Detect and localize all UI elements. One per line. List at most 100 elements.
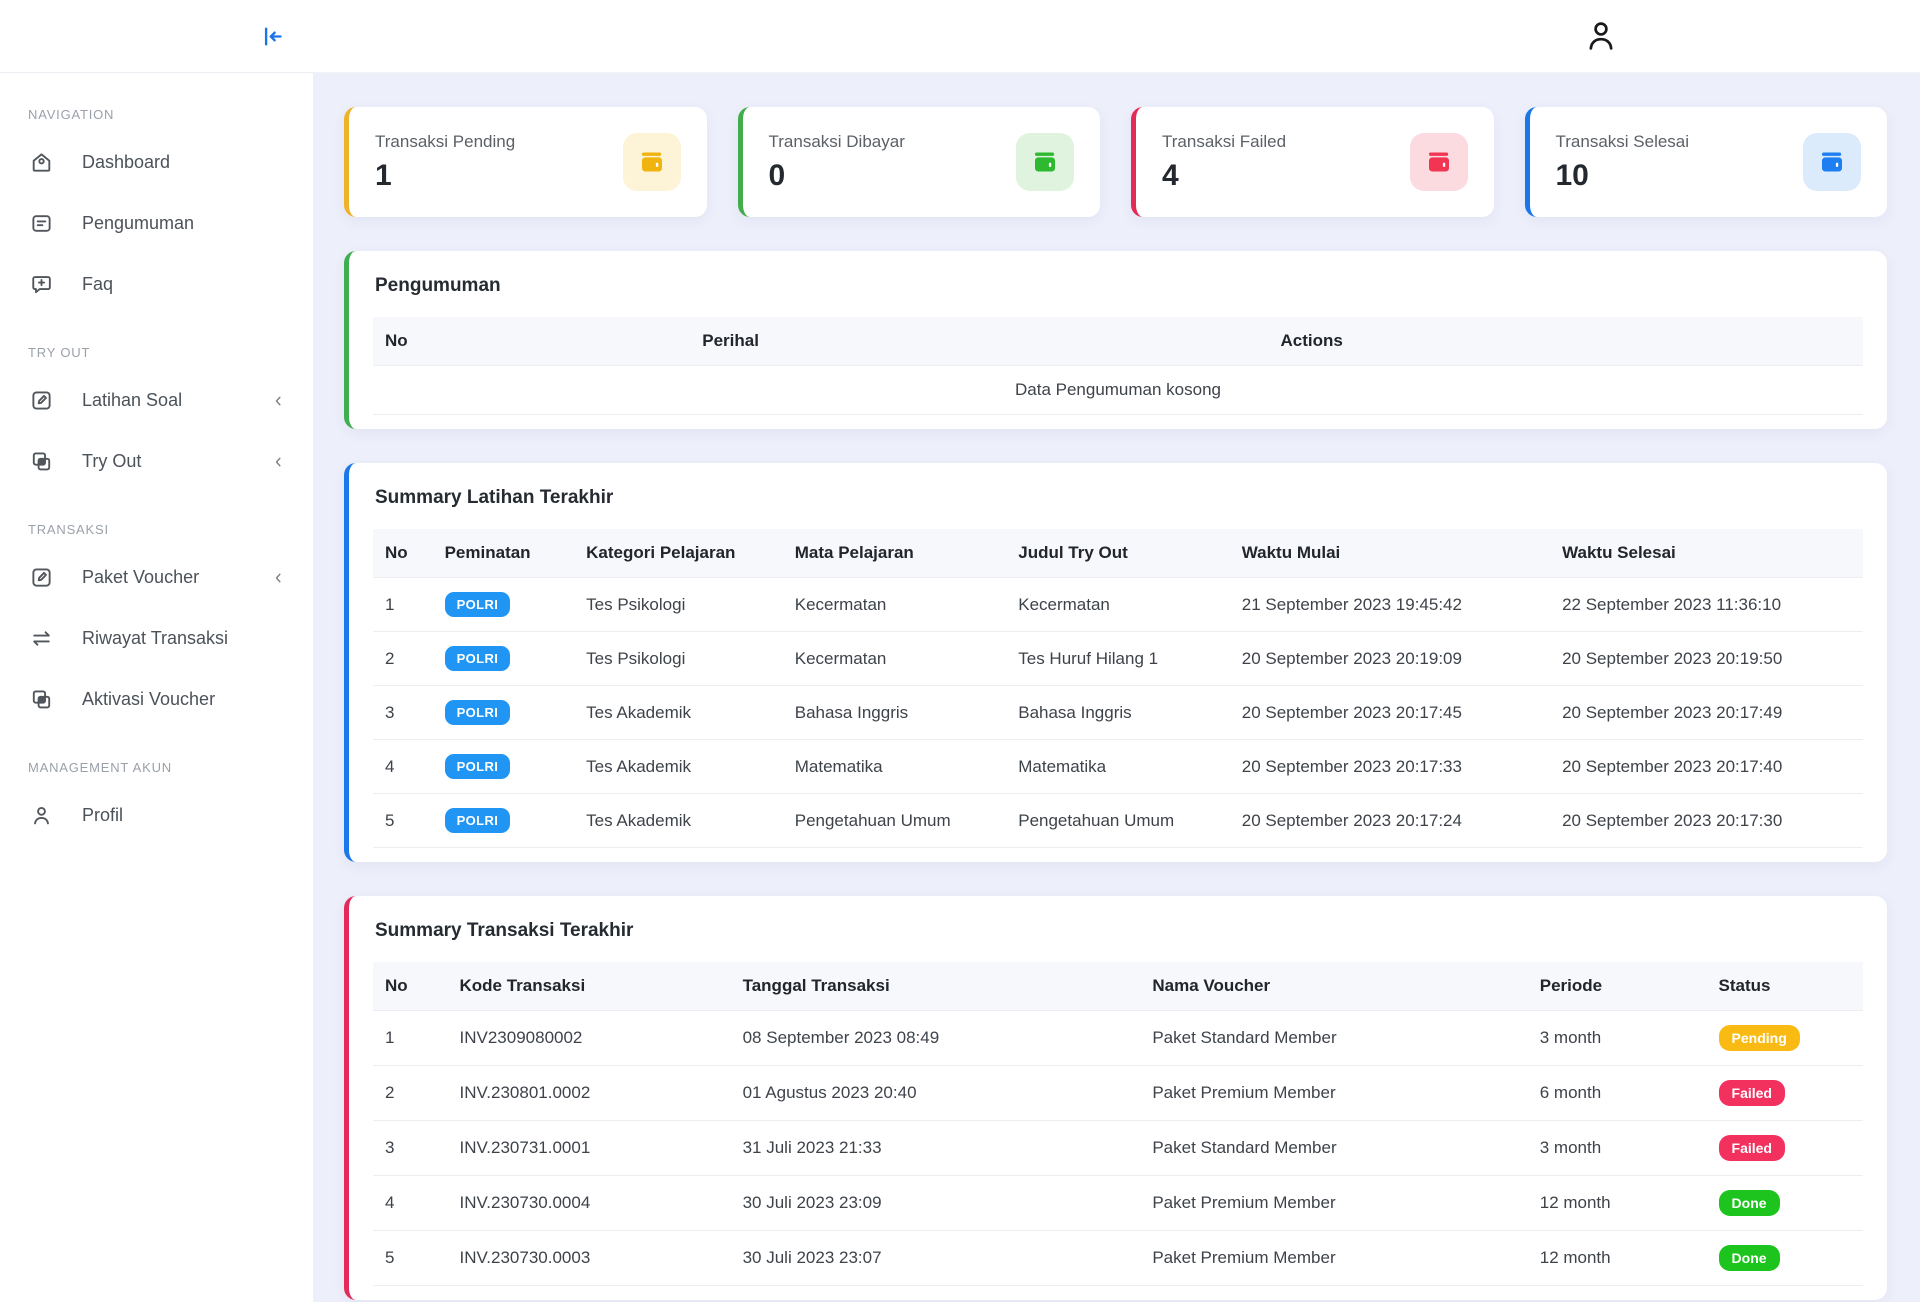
edit-icon [28, 565, 54, 590]
edit-icon [28, 388, 54, 413]
topbar [313, 0, 1920, 73]
sidebar-item-try-out[interactable]: Try Out [0, 431, 313, 492]
col-header-voucher: Nama Voucher [1140, 962, 1528, 1011]
col-header-kode: Kode Transaksi [447, 962, 731, 1011]
table-header-row: No Peminatan Kategori Pelajaran Mata Pel… [373, 529, 1863, 578]
sidebar-collapse-button[interactable] [256, 21, 287, 52]
stat-label: Transaksi Pending [375, 131, 516, 151]
sidebar-item-label: Pengumuman [82, 213, 195, 233]
status-badge: Done [1718, 1190, 1780, 1216]
table-row: 5 INV.230730.0003 30 Juli 2023 23:07 Pak… [373, 1230, 1863, 1286]
message-plus-icon [28, 272, 54, 297]
stat-cards-row: Transaksi Pending 1 Transaksi Dibayar 0 [344, 107, 1887, 217]
col-header-mulai: Waktu Mulai [1229, 529, 1551, 578]
transfer-icon [28, 626, 54, 651]
stat-card-dibayar: Transaksi Dibayar 0 [737, 107, 1100, 217]
stat-value: 0 [768, 158, 786, 192]
table-header-row: No Perihal Actions [373, 317, 1863, 366]
empty-row: Data Pengumuman kosong [373, 365, 1863, 415]
peminatan-badge: POLRI [444, 700, 511, 725]
status-badge: Pending [1718, 1025, 1800, 1051]
stat-value: 4 [1162, 158, 1179, 192]
sidebar-item-faq[interactable]: Faq [0, 254, 313, 315]
col-header-perihal: Perihal [462, 317, 999, 366]
sidebar-item-aktivasi-voucher[interactable]: Aktivasi Voucher [0, 669, 313, 730]
table-row: 4 POLRI Tes Akademik Matematika Matemati… [373, 739, 1863, 794]
col-header-judul: Judul Try Out [1006, 529, 1230, 578]
nav-section-label: MANAGEMENT AKUN [28, 760, 172, 775]
col-header-actions: Actions [998, 317, 1625, 366]
stat-label: Transaksi Failed [1162, 131, 1287, 151]
peminatan-badge: POLRI [444, 754, 511, 779]
sidebar-item-riwayat-transaksi[interactable]: Riwayat Transaksi [0, 608, 313, 669]
latihan-summary-card: Summary Latihan Terakhir No Peminatan Ka… [344, 463, 1887, 862]
sidebar-header [0, 0, 313, 73]
sidebar-item-label: Aktivasi Voucher [82, 689, 216, 709]
table-row: 2 POLRI Tes Psikologi Kecermatan Tes Hur… [373, 631, 1863, 686]
sidebar-item-label: Try Out [82, 451, 142, 471]
sidebar-item-label: Profil [82, 805, 124, 825]
stat-value: 10 [1555, 158, 1589, 192]
col-header-selesai: Waktu Selesai [1550, 529, 1863, 578]
chevron-left-icon [269, 392, 287, 410]
table-row: 1 POLRI Tes Psikologi Kecermatan Kecerma… [373, 577, 1863, 632]
sidebar-item-pengumuman[interactable]: Pengumuman [0, 193, 313, 254]
table-row: 3 INV.230731.0001 31 Juli 2023 21:33 Pak… [373, 1120, 1863, 1176]
latihan-table: No Peminatan Kategori Pelajaran Mata Pel… [373, 529, 1863, 848]
sidebar-nav: NAVIGATION Dashboard Pengumuman [0, 73, 313, 846]
peminatan-badge: POLRI [444, 646, 511, 671]
nav-section-label: TRANSAKSI [28, 522, 109, 537]
dashboard-content: Transaksi Pending 1 Transaksi Dibayar 0 [313, 73, 1920, 1302]
announcement-card: Pengumuman No Perihal Actions Data Pengu… [344, 251, 1887, 429]
peminatan-badge: POLRI [444, 808, 511, 833]
latihan-summary-title: Summary Latihan Terakhir [375, 487, 614, 508]
col-header-tanggal: Tanggal Transaksi [730, 962, 1141, 1011]
transaksi-table: No Kode Transaksi Tanggal Transaksi Nama… [373, 962, 1863, 1286]
table-row: 4 INV.230730.0004 30 Juli 2023 23:09 Pak… [373, 1175, 1863, 1231]
sidebar-item-paket-voucher[interactable]: Paket Voucher [0, 547, 313, 608]
sidebar-item-dashboard[interactable]: Dashboard [0, 132, 313, 193]
sidebar-item-profil[interactable]: Profil [0, 785, 313, 846]
stat-card-failed: Transaksi Failed 4 [1131, 107, 1494, 217]
table-row: 5 POLRI Tes Akademik Pengetahuan Umum Pe… [373, 793, 1863, 848]
wallet-icon [1409, 133, 1468, 191]
col-header-no: No [373, 962, 448, 1011]
peminatan-badge: POLRI [444, 592, 511, 617]
sidebar: NAVIGATION Dashboard Pengumuman [0, 0, 313, 1302]
stat-value: 1 [375, 158, 392, 192]
sidebar-item-label: Faq [82, 274, 114, 294]
table-row: 3 POLRI Tes Akademik Bahasa Inggris Baha… [373, 685, 1863, 740]
copy-icon [28, 449, 54, 474]
table-row: 1 INV2309080002 08 September 2023 08:49 … [373, 1010, 1863, 1066]
transaksi-summary-title: Summary Transaksi Terakhir [375, 920, 634, 941]
nav-section-label: NAVIGATION [28, 107, 115, 122]
main-area: Transaksi Pending 1 Transaksi Dibayar 0 [313, 0, 1920, 1302]
announcement-table: No Perihal Actions Data Pengumuman koson… [373, 317, 1863, 415]
copy-icon [28, 687, 54, 712]
status-badge: Failed [1718, 1135, 1785, 1161]
stat-card-pending: Transaksi Pending 1 [344, 107, 707, 217]
col-header-kategori: Kategori Pelajaran [574, 529, 783, 578]
table-header-row: No Kode Transaksi Tanggal Transaksi Nama… [373, 962, 1863, 1011]
sidebar-item-latihan-soal[interactable]: Latihan Soal [0, 370, 313, 431]
announcement-title: Pengumuman [375, 275, 501, 296]
person-icon [28, 803, 54, 828]
wallet-icon [1016, 133, 1074, 191]
note-icon [28, 211, 54, 236]
table-row: 2 INV.230801.0002 01 Agustus 2023 20:40 … [373, 1065, 1863, 1121]
status-badge: Failed [1718, 1080, 1785, 1106]
col-header-no: No [373, 529, 433, 578]
home-icon [28, 150, 54, 175]
sidebar-item-label: Dashboard [82, 152, 171, 172]
user-menu-button[interactable] [1582, 15, 1620, 57]
col-header-no: No [373, 317, 463, 366]
col-header-mata: Mata Pelajaran [782, 529, 1007, 578]
collapse-left-icon [258, 23, 285, 50]
stat-label: Transaksi Dibayar [768, 131, 905, 151]
col-header-periode: Periode [1527, 962, 1707, 1011]
sidebar-item-label: Paket Voucher [82, 567, 200, 587]
sidebar-item-label: Riwayat Transaksi [82, 628, 229, 648]
chevron-left-icon [269, 569, 287, 587]
stat-card-selesai: Transaksi Selesai 10 [1524, 107, 1887, 217]
chevron-left-icon [269, 453, 287, 471]
